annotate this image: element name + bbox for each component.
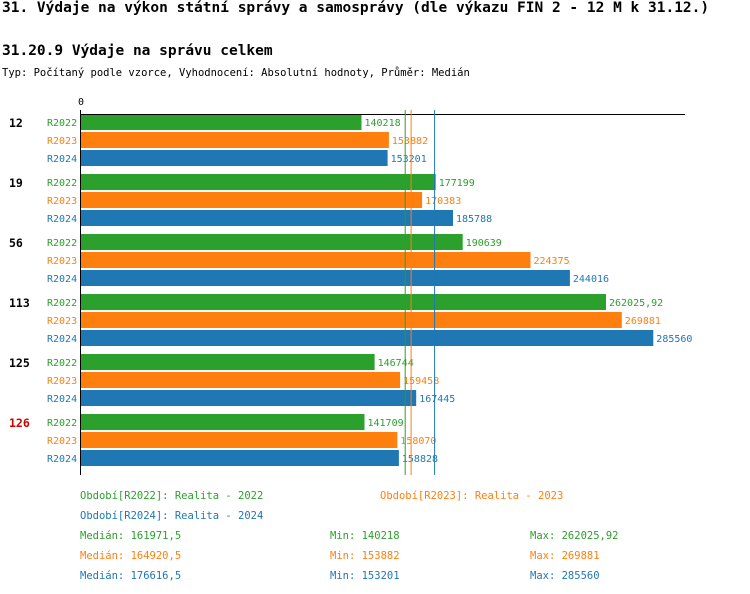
- bar: [80, 174, 436, 190]
- section-title: 31.20.9 Výdaje na správu celkem: [2, 43, 273, 59]
- value-label: 185788: [456, 214, 492, 225]
- bar-chart: 0 12 R2022 140218 R2023 153882 R2024 153201 19 R2…: [9, 97, 692, 475]
- stat-max-2022: Max: 262025,92: [530, 530, 619, 542]
- value-label: 159458: [403, 376, 439, 387]
- series-label: R2022: [47, 118, 77, 129]
- value-label: 158070: [400, 436, 436, 447]
- series-label: R2023: [47, 256, 77, 267]
- bar: [80, 210, 453, 226]
- bar: [80, 414, 365, 430]
- series-label: R2022: [47, 418, 77, 429]
- bar: [80, 450, 399, 466]
- bar: [80, 330, 654, 346]
- group-label: 19: [9, 176, 23, 190]
- bar: [80, 432, 398, 448]
- bar: [80, 150, 388, 166]
- series-label: R2023: [47, 196, 77, 207]
- series-label: R2023: [47, 436, 77, 447]
- bar: [80, 114, 362, 130]
- bar: [80, 390, 417, 406]
- page-title: 31. Výdaje na výkon státní správy a samo…: [2, 0, 710, 16]
- value-label: 285560: [656, 334, 692, 345]
- series-label: R2022: [47, 298, 77, 309]
- value-label: 141709: [368, 418, 404, 429]
- bar: [80, 294, 606, 310]
- bar: [80, 234, 463, 250]
- stat-median-2022: Medián: 161971,5: [80, 530, 182, 542]
- bar: [80, 252, 531, 268]
- series-label: R2022: [47, 238, 77, 249]
- bar: [80, 372, 401, 388]
- value-label: 146744: [378, 358, 414, 369]
- value-label: 170383: [425, 196, 461, 207]
- bar: [80, 312, 622, 328]
- series-label: R2024: [47, 334, 77, 345]
- value-label: 224375: [534, 256, 570, 267]
- bar: [80, 192, 423, 208]
- value-label: 190639: [466, 238, 502, 249]
- stat-min-2023: Min: 153882: [330, 550, 400, 562]
- stat-min-2024: Min: 153201: [330, 570, 400, 582]
- series-label: R2024: [47, 154, 77, 165]
- series-label: R2024: [47, 214, 77, 225]
- series-label: R2024: [47, 394, 77, 405]
- stat-max-2024: Max: 285560: [530, 570, 600, 582]
- value-label: 140218: [365, 118, 401, 129]
- value-label: 153201: [391, 154, 427, 165]
- chart-subtitle: Typ: Počítaný podle vzorce, Vyhodnocení:…: [2, 67, 470, 79]
- stat-max-2023: Max: 269881: [530, 550, 600, 562]
- legend-period-2024: Období[R2024]: Realita - 2024: [80, 510, 264, 522]
- value-label: 244016: [573, 274, 609, 285]
- group-label: 126: [9, 416, 30, 430]
- series-label: R2023: [47, 376, 77, 387]
- series-label: R2022: [47, 358, 77, 369]
- series-label: R2024: [47, 454, 77, 465]
- value-label: 269881: [625, 316, 661, 327]
- value-label: 158828: [402, 454, 438, 465]
- bar: [80, 132, 389, 148]
- value-label: 177199: [439, 178, 475, 189]
- stat-median-2023: Medián: 164920,5: [80, 550, 182, 562]
- series-label: R2024: [47, 274, 77, 285]
- series-label: R2023: [47, 136, 77, 147]
- legend-period-2023: Období[R2023]: Realita - 2023: [380, 490, 564, 502]
- group-label: 113: [9, 296, 30, 310]
- value-label: 153882: [392, 136, 428, 147]
- group-label: 125: [9, 356, 30, 370]
- legend-period-2022: Období[R2022]: Realita - 2022: [80, 490, 264, 502]
- value-label: 167445: [419, 394, 455, 405]
- series-label: R2023: [47, 316, 77, 327]
- value-label: 262025,92: [609, 298, 663, 309]
- group-label: 12: [9, 116, 23, 130]
- stat-median-2024: Medián: 176616,5: [80, 570, 182, 582]
- bar: [80, 270, 570, 286]
- bar: [80, 354, 375, 370]
- group-label: 56: [9, 236, 23, 250]
- axis-zero-label: 0: [78, 97, 84, 108]
- stat-min-2022: Min: 140218: [330, 530, 400, 542]
- series-label: R2022: [47, 178, 77, 189]
